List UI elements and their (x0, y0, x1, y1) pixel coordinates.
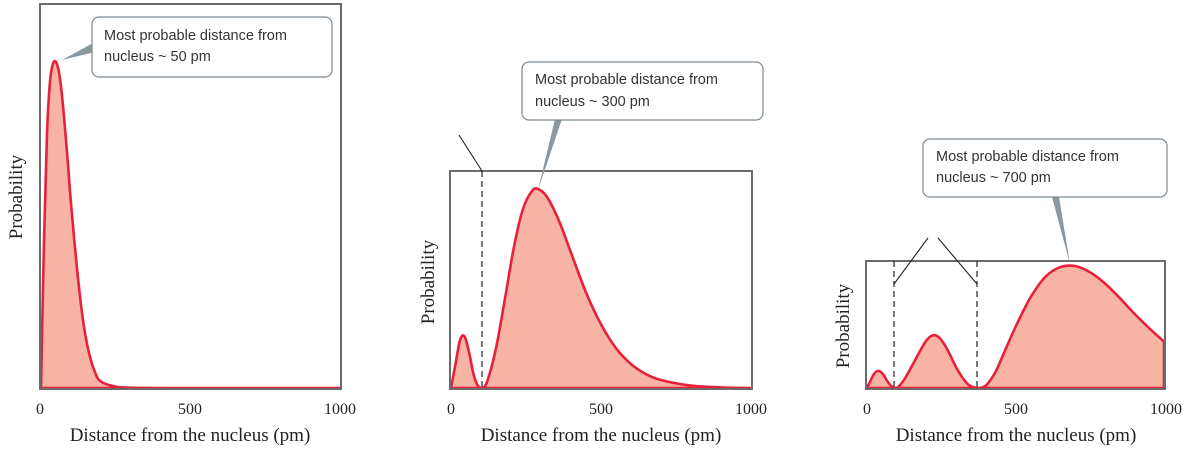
panel-3-y-axis-label: Probability (833, 283, 854, 368)
panel-1-x-axis-label: Distance from the nucleus (pm) (70, 425, 311, 446)
panel-3-node-indicator-line-2 (937, 237, 978, 285)
panel-1-xtick-0: 0 (36, 401, 44, 418)
panel-2-callout-line1: Most probable distance from (535, 72, 718, 88)
panel-2-y-axis-label: Probability (418, 239, 439, 324)
panel-3: Most probable distance from nucleus ~ 70… (833, 138, 1182, 446)
panel-2-x-axis-label: Distance from the nucleus (pm) (481, 425, 722, 446)
panel-1-callout-pointer (62, 42, 95, 60)
panel-3-probability-curve (865, 264, 1166, 390)
panel-3-node-indicator-line-1 (893, 237, 929, 285)
panel-2-xtick-1000: 1000 (735, 401, 767, 418)
panel-3-callout-pointer (1052, 197, 1070, 264)
panel-3-xtick-0: 0 (863, 401, 871, 418)
panel-2-plot-frame (449, 170, 753, 390)
panel-2-probability-curve (449, 187, 753, 390)
panel-1-xtick-500: 500 (178, 401, 202, 418)
panel-2-xtick-500: 500 (589, 401, 613, 418)
panel-3-callout-line2: nucleus ~ 700 pm (936, 170, 1051, 186)
panel-1-xtick-1000: 1000 (324, 401, 356, 418)
panel-2: Most probable distance from nucleus ~ 30… (418, 61, 767, 446)
panel-1: Most probable distance from nucleus ~ 50… (6, 3, 356, 446)
panel-1-callout-line2: nucleus ~ 50 pm (104, 49, 211, 65)
panel-2-callout-pointer (538, 119, 562, 190)
panel-2-node-indicator-line (458, 134, 483, 172)
panel-2-callout-line2: nucleus ~ 300 pm (535, 94, 650, 110)
panel-3-x-axis-label: Distance from the nucleus (pm) (896, 425, 1137, 446)
panel-3-xtick-500: 500 (1004, 401, 1028, 418)
panel-1-plot-frame (39, 3, 342, 390)
panel-3-xtick-1000: 1000 (1150, 401, 1182, 418)
panel-1-probability-curve (39, 59, 342, 390)
panel-1-callout-box (91, 16, 333, 78)
panel-2-callout-box (521, 61, 764, 121)
panel-3-callout-box (922, 138, 1168, 198)
panel-3-callout-line1: Most probable distance from (936, 149, 1119, 165)
panel-2-xtick-0: 0 (447, 401, 455, 418)
panel-1-callout-line1: Most probable distance from (104, 28, 287, 44)
panel-1-y-axis-label: Probability (6, 154, 27, 239)
panel-3-plot-frame (865, 260, 1166, 390)
